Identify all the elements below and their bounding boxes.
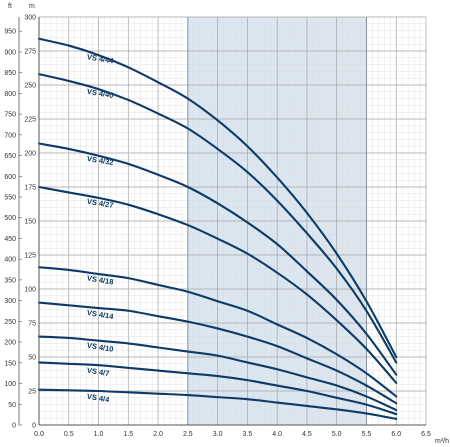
grid [38,16,427,426]
y-tick-label-ft: 950 [4,29,16,36]
curve-label-vs-4-7: VS 4/7 [86,366,110,378]
right-axis-unit: ft [8,3,12,10]
y-tick-label-ft: 800 [4,91,16,98]
x-tick-label: 6.5 [421,431,431,438]
x-tick-label: 3.0 [213,431,223,438]
x-tick-label: 0.0 [34,431,44,438]
y-tick-label-ft: 500 [4,215,16,222]
y-tick-label-m: 0 [32,423,36,430]
y-tick-label-ft: 850 [4,70,16,77]
curve-vs-4-40 [37,73,398,364]
curve-label-vs-4-44: VS 4/44 [86,52,115,65]
y-tick-label-ft: 400 [4,257,16,264]
x-axis-unit: m³/h [435,438,449,445]
x-tick-label: 5.0 [332,431,342,438]
curve-label-vs-4-10: VS 4/10 [86,341,114,354]
curve-label-vs-4-40: VS 4/40 [86,87,114,100]
curve-vs-4-32 [37,142,398,376]
axes: 0.0 0.5 1.0 1.5 2.0 2.5 3.0 3.5 4.0 4.5 5.0 5.5 6.0 6… [4,15,431,439]
y-tick-label-m: 25 [28,389,36,396]
y-tick-label-m: 300 [24,15,36,22]
curve-vs-4-14 [37,301,398,405]
y-tick-label-m: 175 [24,185,36,192]
x-tick-label: 1.0 [94,431,104,438]
x-tick-label: 3.5 [243,431,253,438]
left-axis-unit: m [29,3,35,10]
y-tick-label-ft: 100 [4,381,16,388]
curve-label-vs-4-18: VS 4/18 [86,273,114,286]
y-tick-label-m: 250 [24,83,36,90]
x-tick-label: 4.5 [302,431,312,438]
y-tick-label-m: 75 [28,321,36,328]
y-tick-label-ft: 900 [4,49,16,56]
curve-vs-4-27 [37,185,398,384]
x-tick-label: 2.5 [183,431,193,438]
curve-vs-4-18 [37,266,398,398]
x-tick-label: 4.0 [272,431,282,438]
y-tick-label-ft: 700 [4,132,16,139]
y-tick-label-ft: 650 [4,153,16,160]
curves: VS 4/44 VS 4/40 VS 4/32 VS 4/27 VS 4/18 VS 4/… [37,37,398,420]
y-tick-label-m: 100 [24,287,36,294]
curve-label-vs-4-32: VS 4/32 [86,154,114,167]
x-tick-label: 5.5 [362,431,372,438]
y-tick-label-ft: 0 [12,423,16,430]
x-tick-label: 0.5 [64,431,74,438]
curve-vs-4-7 [37,361,398,416]
curve-vs-4-44 [37,37,398,359]
y-tick-label-m: 275 [24,49,36,56]
y-tick-label-m: 200 [24,151,36,158]
curve-label-vs-4-14: VS 4/14 [86,308,115,321]
y-tick-label-ft: 50 [8,402,16,409]
y-tick-label-m: 50 [28,355,36,362]
x-tick-label: 2.0 [153,431,163,438]
y-tick-label-ft: 600 [4,174,16,181]
y-tick-label-ft: 250 [4,319,16,326]
y-tick-label-ft: 200 [4,340,16,347]
y-tick-label-ft: 450 [4,236,16,243]
curve-label-vs-4-4: VS 4/4 [86,392,110,405]
curve-vs-4-4 [37,388,398,420]
y-tick-label-m: 125 [24,253,36,260]
y-tick-label-ft: 350 [4,277,16,284]
y-tick-label-m: 150 [24,219,36,226]
y-tick-label-m: 225 [24,117,36,124]
curve-vs-4-10 [37,335,398,412]
y-tick-label-ft: 750 [4,112,16,119]
x-tick-label: 1.5 [123,431,133,438]
y-tick-label-ft: 300 [4,298,16,305]
x-tick-label: 6.0 [391,431,401,438]
y-tick-label-ft: 150 [4,360,16,367]
curve-label-vs-4-27: VS 4/27 [86,197,114,210]
y-tick-label-ft: 550 [4,195,16,202]
